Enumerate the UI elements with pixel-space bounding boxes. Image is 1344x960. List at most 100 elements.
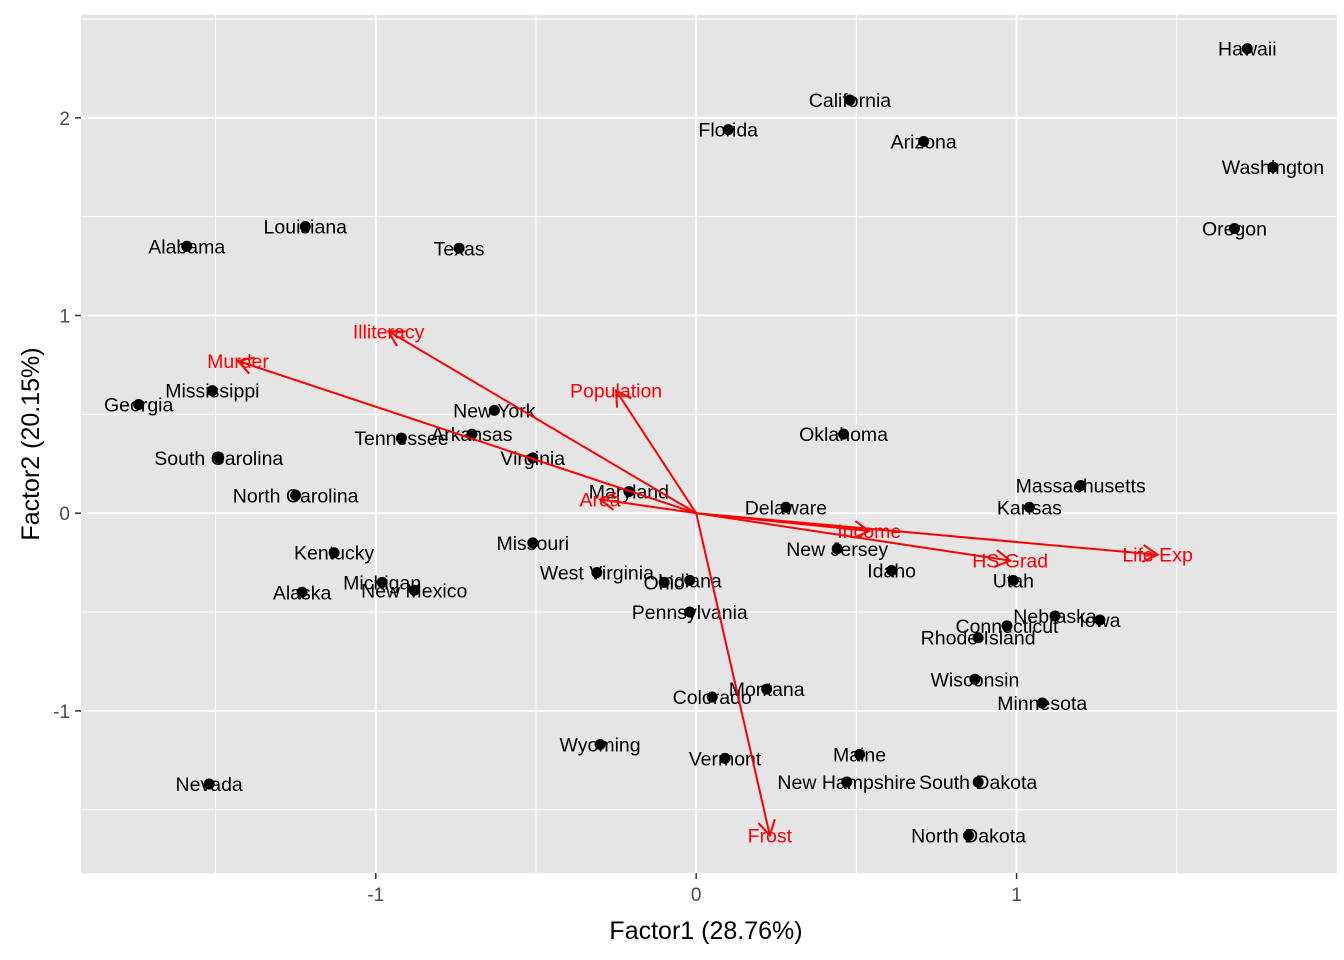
x-tick-label: -1 xyxy=(367,885,384,906)
point-kansas xyxy=(1023,501,1035,513)
point-label-iowa: Iowa xyxy=(1079,610,1120,632)
point-label-idaho: Idaho xyxy=(867,561,916,583)
point-label-alabama: Alabama xyxy=(148,236,225,258)
point-louisiana xyxy=(299,221,311,233)
point-new-jersey xyxy=(831,543,843,555)
point-iowa xyxy=(1094,614,1106,626)
point-nevada xyxy=(203,778,215,790)
point-indiana xyxy=(684,574,696,586)
point-hawaii xyxy=(1241,43,1253,55)
point-label-pennsylvania: Pennsylvania xyxy=(632,602,748,624)
point-label-california: California xyxy=(809,90,892,112)
point-label-new-jersey: New Jersey xyxy=(786,539,888,561)
x-axis-title: Factor1 (28.76%) xyxy=(609,917,802,945)
point-label-wisconsin: Wisconsin xyxy=(931,669,1020,691)
point-label-wyoming: Wyoming xyxy=(560,734,641,756)
point-west-virginia xyxy=(591,567,603,579)
data-points xyxy=(133,43,1279,841)
point-label-oregon: Oregon xyxy=(1202,219,1267,241)
point-label-ohio: Ohio xyxy=(644,572,685,594)
point-label-hawaii: Hawaii xyxy=(1218,39,1277,61)
point-label-nebraska: Nebraska xyxy=(1013,606,1097,628)
point-label-north-carolina: North Carolina xyxy=(233,485,359,507)
point-label-montana: Montana xyxy=(729,679,805,701)
point-label-arizona: Arizona xyxy=(891,132,957,154)
point-new-mexico xyxy=(408,584,420,596)
point-label-louisiana: Louisiana xyxy=(264,217,348,239)
x-tick-label: 0 xyxy=(691,885,702,906)
arrowhead-illiteracy xyxy=(386,330,406,347)
arrowhead-income xyxy=(853,520,872,539)
major-gridlines xyxy=(81,15,1337,873)
point-label-new-hampshire: New Hampshire xyxy=(777,772,916,794)
point-tennessee xyxy=(395,432,407,444)
point-arizona xyxy=(918,136,930,148)
point-label-nevada: Nevada xyxy=(176,774,243,796)
arrowhead-hs-grad xyxy=(993,549,1013,568)
point-wisconsin xyxy=(969,673,981,685)
point-rhode-island xyxy=(972,632,984,644)
point-label-washington: Washington xyxy=(1222,157,1324,179)
loading-labels: Illiteracy Murder Population Area Income HS G… xyxy=(207,321,1193,847)
y-tick-label: 1 xyxy=(59,306,70,327)
y-axis-title: Factor2 (20.15%) xyxy=(17,347,45,540)
arrowhead-frost xyxy=(757,818,776,838)
point-label-texas: Texas xyxy=(434,238,485,260)
loading-label-frost: Frost xyxy=(748,825,793,847)
loading-label-population: Population xyxy=(570,381,662,403)
point-north-dakota xyxy=(963,829,975,841)
point-label-indiana: Indiana xyxy=(658,570,722,592)
panel-background xyxy=(81,15,1337,873)
minor-gridlines xyxy=(81,15,1337,873)
arrowhead-area xyxy=(598,492,617,511)
point-ohio xyxy=(658,576,670,588)
point-alabama xyxy=(181,240,193,252)
point-minnesota xyxy=(1036,697,1048,709)
y-tick-label: -1 xyxy=(53,702,70,723)
point-kentucky xyxy=(328,547,340,559)
arrow-frost xyxy=(695,512,771,836)
point-label-minnesota: Minnesota xyxy=(997,693,1087,715)
arrow-murder xyxy=(237,360,697,515)
point-label-michigan: Michigan xyxy=(343,572,421,594)
y-tick-label: 0 xyxy=(59,504,70,525)
point-connecticut xyxy=(1001,620,1013,632)
point-label-south-carolina: South Carolina xyxy=(154,448,283,470)
loading-label-income: Income xyxy=(837,521,901,543)
point-oklahoma xyxy=(838,428,850,440)
point-label-new-mexico: New Mexico xyxy=(361,580,467,602)
point-label-north-dakota: North Dakota xyxy=(911,825,1026,847)
point-label-west-virginia: West Virginia xyxy=(540,563,654,585)
point-label-vermont: Vermont xyxy=(689,748,762,770)
y-axis-ticks: -1 0 1 2 xyxy=(53,109,81,723)
point-label-arkansas: Arkansas xyxy=(431,424,513,446)
point-wyoming xyxy=(594,738,606,750)
arrow-population xyxy=(615,390,698,514)
point-texas xyxy=(453,242,465,254)
loading-label-illiteracy: Illiteracy xyxy=(353,321,425,343)
loading-label-area: Area xyxy=(579,489,620,511)
loading-label-murder: Murder xyxy=(207,351,269,373)
point-label-missouri: Missouri xyxy=(496,533,569,555)
point-florida xyxy=(722,124,734,136)
point-label-georgia: Georgia xyxy=(104,394,174,416)
arrowhead-population xyxy=(614,388,632,408)
point-delaware xyxy=(780,501,792,513)
arrow-area xyxy=(599,498,697,515)
point-mississippi xyxy=(206,385,218,397)
point-label-connecticut: Connecticut xyxy=(955,616,1059,638)
point-michigan xyxy=(376,576,388,588)
point-label-tennessee: Tennessee xyxy=(354,428,448,450)
x-axis-ticks: -1 0 1 xyxy=(367,873,1022,906)
point-pennsylvania xyxy=(684,606,696,618)
point-south-dakota xyxy=(972,776,984,788)
y-tick-label: 2 xyxy=(59,109,70,130)
point-label-colorado: Colorado xyxy=(673,687,752,709)
point-vermont xyxy=(719,752,731,764)
point-oregon xyxy=(1228,223,1240,235)
point-south-carolina xyxy=(213,452,225,464)
point-label-mississippi: Mississippi xyxy=(165,381,259,403)
point-label-alaska: Alaska xyxy=(273,582,332,604)
arrowhead-life-exp xyxy=(1141,544,1160,563)
